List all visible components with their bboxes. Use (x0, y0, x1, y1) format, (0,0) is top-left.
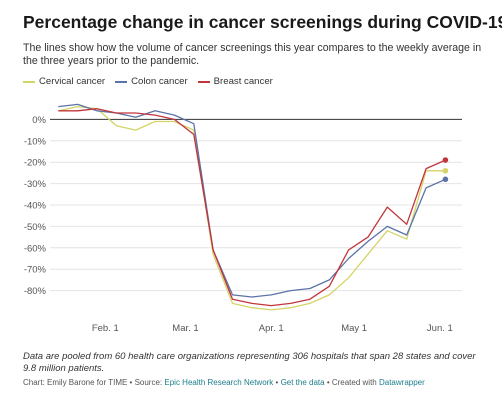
legend-label-cervical: Cervical cancer (39, 76, 106, 87)
series-line-cervical (58, 105, 446, 311)
y-tick-label: -70% (24, 265, 47, 276)
y-tick-label: -40% (24, 201, 47, 212)
legend-swatch-colon (115, 80, 128, 83)
get-data-link[interactable]: Get the data (280, 378, 325, 387)
legend-swatch-cervical (23, 80, 35, 83)
legend-item-colon: Colon cancer (115, 76, 188, 87)
legend-label-colon: Colon cancer (131, 76, 188, 87)
legend-label-breast: Breast cancer (213, 76, 273, 87)
credits: Chart: Emily Barone for TIME • Source: E… (23, 378, 425, 387)
y-tick-label: -10% (24, 136, 47, 147)
x-tick-label: Jun. 1 (427, 323, 453, 334)
y-tick-label: -60% (24, 243, 47, 254)
source-link[interactable]: Epic Health Research Network (164, 378, 274, 387)
x-tick-label: Apr. 1 (259, 323, 284, 334)
legend-swatch-breast (197, 80, 210, 83)
series-line-colon (58, 103, 446, 298)
credits-separator: • (273, 378, 281, 387)
end-point-cervical (442, 167, 449, 174)
datawrapper-link[interactable]: Datawrapper (378, 378, 425, 387)
footnote: Data are pooled from 60 health care orga… (23, 351, 476, 374)
end-point-breast (442, 157, 449, 163)
line-chart: 0% -10% -20% -30% -40% -50% -60% -70% -80% Feb. 1… (24, 103, 462, 334)
y-tick-label: -20% (24, 158, 47, 169)
x-tick-label: May 1 (341, 323, 367, 334)
chart-subtitle: The lines show how the volume of cancer … (23, 42, 482, 67)
x-tick-label: Mar. 1 (172, 323, 198, 334)
legend: Cervical cancer Colon cancer Breast canc… (23, 76, 273, 87)
y-tick-label: 0% (32, 115, 46, 126)
end-point-colon (442, 176, 449, 183)
legend-item-breast: Breast cancer (197, 76, 273, 87)
credits-created-with: • Created with (324, 378, 379, 387)
series-line-breast (58, 108, 446, 307)
chart-title: Percentage change in cancer screenings d… (23, 12, 502, 32)
legend-item-cervical: Cervical cancer (23, 76, 105, 87)
credits-prefix: Chart: Emily Barone for TIME • Source: (23, 378, 165, 387)
y-tick-label: -30% (24, 179, 47, 190)
x-tick-label: Feb. 1 (92, 323, 119, 334)
y-tick-label: -50% (24, 222, 47, 233)
y-tick-label: -80% (24, 286, 47, 297)
